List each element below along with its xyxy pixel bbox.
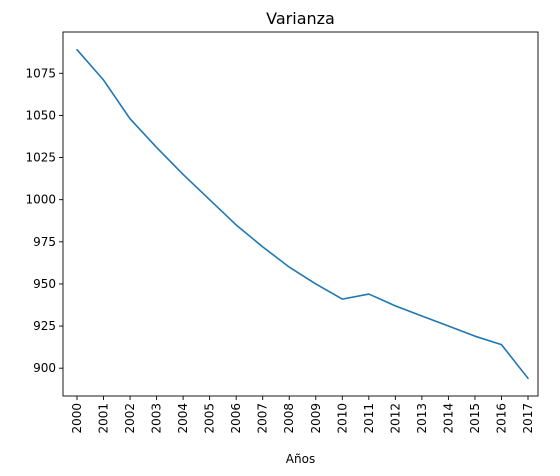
x-tick-label: 2014: [441, 403, 455, 434]
x-tick-label: 2011: [362, 403, 376, 434]
x-tick-label: 2008: [282, 403, 296, 434]
x-tick-label: 2010: [335, 403, 349, 434]
x-tick-label: 2003: [150, 403, 164, 434]
x-tick-label: 2007: [256, 403, 270, 434]
y-tick-label: 1050: [25, 108, 56, 122]
x-tick-label: 2000: [70, 403, 84, 434]
x-tick-label: 2001: [97, 403, 111, 434]
y-tick-label: 900: [33, 361, 56, 375]
x-tick-label: 2006: [229, 403, 243, 434]
x-tick-label: 2009: [309, 403, 323, 434]
x-axis-label: Años: [286, 452, 315, 466]
x-tick-label: 2016: [494, 403, 508, 434]
y-tick-label: 1075: [25, 66, 56, 80]
y-tick-label: 1025: [25, 151, 56, 165]
x-tick-label: 2017: [521, 403, 535, 434]
x-tick-label: 2015: [468, 403, 482, 434]
x-tick-label: 2004: [176, 403, 190, 434]
series-line-0: [76, 48, 529, 380]
x-tick-label: 2013: [415, 403, 429, 434]
y-tick-label: 1000: [25, 193, 56, 207]
x-tick-label: 2002: [123, 403, 137, 434]
y-tick-label: 950: [33, 277, 56, 291]
y-tick-label: 925: [33, 319, 56, 333]
y-tick-label: 975: [33, 235, 56, 249]
chart-title: Varianza: [266, 9, 335, 28]
plot-area-frame: [62, 31, 539, 397]
x-tick-label: 2012: [388, 403, 402, 434]
x-tick-label: 2005: [203, 403, 217, 434]
